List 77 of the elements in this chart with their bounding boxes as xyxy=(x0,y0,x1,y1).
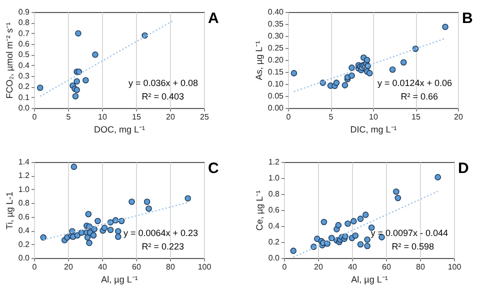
x-tick-label: 0 xyxy=(286,112,292,122)
annotation: R² = 0.598 xyxy=(392,241,434,252)
x-tick-label: 60 xyxy=(132,262,142,272)
y-tick-label: 0.30 xyxy=(268,32,284,40)
x-tick-label: 20 xyxy=(166,112,176,122)
x-tick-label: 100 xyxy=(198,262,212,272)
text: D xyxy=(458,160,469,177)
text: A xyxy=(208,10,219,27)
x-tick-label: 0 xyxy=(32,112,38,122)
x-axis-title: Al, µg L⁻¹ xyxy=(101,274,138,284)
y-axis-title: FCO₂, µmol m⁻² s⁻¹ xyxy=(4,22,14,99)
x-tick-label: 25 xyxy=(200,112,210,122)
y-tick-label: 0.4 xyxy=(18,226,30,236)
y-tick-label: 0.6 xyxy=(268,206,280,214)
y-axis-title: Ti, µg L-1 xyxy=(4,192,14,230)
annotation: y = 0.0097x - 0.044 xyxy=(370,228,448,238)
y-tick-label: 0.3 xyxy=(18,72,30,80)
y-tick-label: 0.8 xyxy=(268,190,280,198)
x-tick-label: 10 xyxy=(98,112,108,122)
y-tick-label: 0.2 xyxy=(18,82,30,92)
y-tick-label: 0.7 xyxy=(18,28,30,38)
x-axis-title: DOC, mg L⁻¹ xyxy=(94,124,146,134)
y-tick-label: 1.0 xyxy=(18,184,30,194)
x-tick-label: 80 xyxy=(166,262,176,272)
x-tick-label: 20 xyxy=(64,262,74,272)
y-axis-title: Ce, µg L⁻¹ xyxy=(254,190,264,231)
y-tick-label: 0.1 xyxy=(18,92,30,102)
annotation: R² = 0.66 xyxy=(400,91,438,102)
x-tick-label: 10 xyxy=(369,112,378,122)
y-tick-label: 0.4 xyxy=(268,222,280,230)
y-tick-label: 0.00 xyxy=(268,104,284,112)
annotation: R² = 0.403 xyxy=(142,91,184,102)
y-tick-label: 0.4 xyxy=(18,60,30,70)
y-tick-label: 0.6 xyxy=(18,40,30,48)
text: C xyxy=(208,160,219,177)
y-tick-label: 1.4 xyxy=(18,158,30,166)
y-tick-label: 0.05 xyxy=(268,92,284,100)
x-tick-label: 20 xyxy=(454,112,464,122)
x-axis-title: Al, µg L⁻¹ xyxy=(351,274,388,284)
x-tick-label: 100 xyxy=(448,262,462,272)
x-axis-title: DIC, mg L⁻¹ xyxy=(350,124,397,134)
y-tick-label: 0.2 xyxy=(18,240,30,249)
x-tick-label: 0 xyxy=(32,262,38,272)
y-tick-label: 0.8 xyxy=(18,18,30,28)
y-tick-label: 0.40 xyxy=(268,8,284,16)
y-tick-label: 0.35 xyxy=(268,20,284,28)
y-tick-label: 1.2 xyxy=(18,171,30,180)
y-tick-label: 1.2 xyxy=(268,158,280,166)
annotation: R² = 0.223 xyxy=(142,241,184,252)
y-tick-label: 0.0 xyxy=(18,254,30,262)
y-tick-label: 0.8 xyxy=(18,198,30,208)
y-tick-label: 0.6 xyxy=(18,212,30,222)
x-tick-label: 80 xyxy=(416,262,426,272)
y-axis-title: As, µg L⁻¹ xyxy=(254,40,264,80)
x-tick-label: 15 xyxy=(412,112,421,122)
annotation: y = 0.0064x + 0.23 xyxy=(123,228,198,238)
annotation: y = 0.036x + 0.08 xyxy=(128,78,198,88)
x-tick-label: 0 xyxy=(282,262,288,272)
text: B xyxy=(462,10,473,27)
x-tick-label: 20 xyxy=(314,262,324,272)
x-tick-label: 40 xyxy=(98,262,108,272)
y-tick-label: 0.0 xyxy=(268,254,280,262)
x-tick-label: 60 xyxy=(382,262,392,272)
x-tick-label: 15 xyxy=(132,112,142,122)
x-tick-label: 5 xyxy=(328,112,334,122)
y-tick-label: 0.15 xyxy=(268,68,284,76)
x-tick-label: 40 xyxy=(348,262,358,272)
y-tick-label: 0.9 xyxy=(18,8,30,16)
y-tick-label: 0.10 xyxy=(268,80,284,88)
annotation: y = 0.0124x + 0.06 xyxy=(377,78,452,88)
y-tick-label: 1.0 xyxy=(268,174,280,182)
y-tick-label: 0.5 xyxy=(18,50,30,60)
y-tick-label: 0.20 xyxy=(268,56,284,64)
y-tick-label: 0.25 xyxy=(268,44,284,52)
y-tick-label: 0.2 xyxy=(268,238,280,246)
y-tick-label: 0.0 xyxy=(18,104,30,112)
x-tick-label: 5 xyxy=(66,112,72,122)
